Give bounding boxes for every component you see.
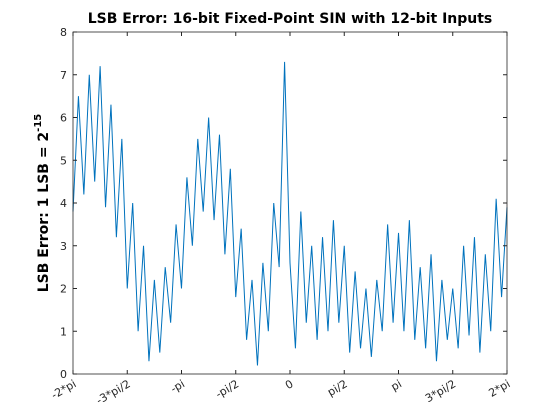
y-label-base: LSB Error: 1 LSB = 2 (36, 132, 52, 292)
y-tick-label: 5 (60, 154, 67, 167)
chart-title: LSB Error: 16-bit Fixed-Point SIN with 1… (88, 11, 493, 27)
y-tick-label: 1 (60, 325, 67, 338)
y-tick-label: 2 (60, 283, 67, 296)
y-tick-label: 0 (60, 368, 67, 381)
data-line (72, 61, 508, 366)
y-tick-label: 4 (60, 197, 67, 210)
y-label-exponent: -15 (33, 114, 44, 132)
y-axis-label: LSB Error: 1 LSB = 2-15 (33, 114, 52, 293)
y-tick-label: 8 (60, 26, 67, 39)
y-tick-label: 3 (60, 240, 67, 253)
y-tick-label: 7 (60, 69, 67, 82)
y-tick-label: 6 (60, 112, 67, 125)
x-tick-label: -pi (168, 377, 187, 395)
